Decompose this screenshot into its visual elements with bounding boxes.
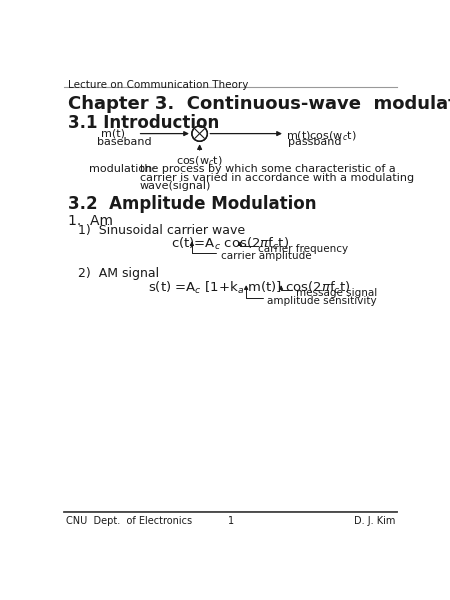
Text: amplitude sensitivity: amplitude sensitivity [267, 296, 377, 306]
Text: m(t)cos(w$_c$t): m(t)cos(w$_c$t) [287, 129, 357, 143]
Text: baseband: baseband [97, 137, 151, 146]
Text: modulation:: modulation: [89, 164, 156, 175]
Text: 1)  Sinusoidal carrier wave: 1) Sinusoidal carrier wave [78, 224, 245, 238]
Text: carrier amplitude: carrier amplitude [220, 251, 311, 262]
Text: message signal: message signal [297, 289, 378, 298]
Text: the process by which some characteristic of a: the process by which some characteristic… [140, 164, 396, 175]
Text: cos(w$_c$t): cos(w$_c$t) [176, 154, 223, 168]
Text: 2)  AM signal: 2) AM signal [78, 267, 159, 280]
Text: carrier is varied in accordance with a modulating: carrier is varied in accordance with a m… [140, 173, 414, 183]
Text: carrier frequency: carrier frequency [258, 244, 348, 254]
Text: Lecture on Communication Theory: Lecture on Communication Theory [68, 80, 248, 91]
Text: Chapter 3.  Continuous-wave  modulation: Chapter 3. Continuous-wave modulation [68, 95, 450, 113]
Text: c(t)=A$_c$ cos(2$\pi$f$_c$t): c(t)=A$_c$ cos(2$\pi$f$_c$t) [171, 236, 289, 252]
Text: s(t) =A$_c$ [1+k$_a$ m(t)] cos(2$\pi$f$_c$t): s(t) =A$_c$ [1+k$_a$ m(t)] cos(2$\pi$f$_… [148, 280, 350, 296]
Text: CNU  Dept.  of Electronics: CNU Dept. of Electronics [66, 515, 192, 526]
Text: D. J. Kim: D. J. Kim [354, 515, 396, 526]
Text: 3.1 Introduction: 3.1 Introduction [68, 113, 219, 131]
Text: 1: 1 [228, 515, 234, 526]
Text: 3.2  Amplitude Modulation: 3.2 Amplitude Modulation [68, 195, 316, 213]
Text: m(t): m(t) [101, 129, 125, 139]
Text: wave(signal): wave(signal) [140, 181, 211, 191]
Text: passband: passband [288, 137, 342, 146]
Text: 1.  Am: 1. Am [68, 214, 113, 227]
